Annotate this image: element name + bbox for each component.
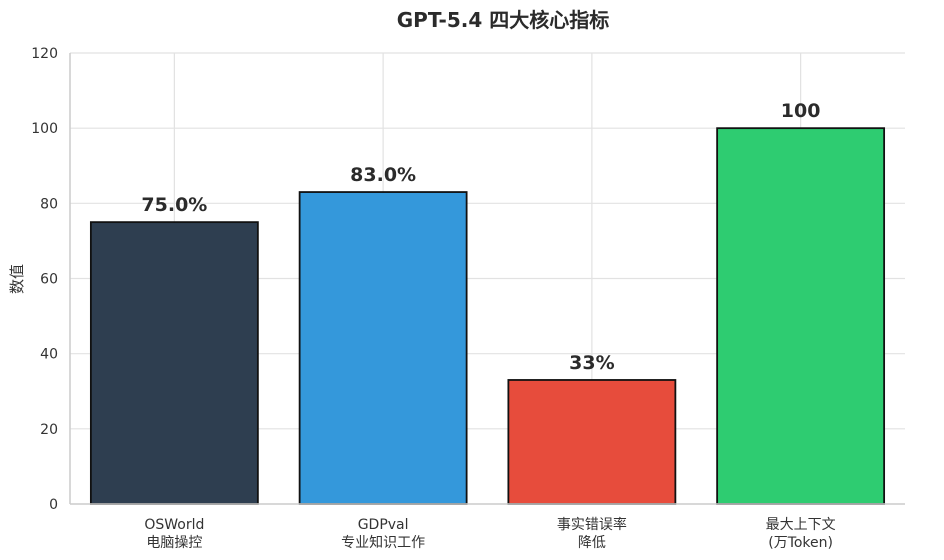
y-tick-label: 60 — [40, 272, 58, 288]
bar-value-label: 100 — [781, 100, 821, 122]
x-tick-label: 专业知识工作 — [341, 534, 425, 551]
bar — [716, 127, 886, 505]
y-tick-labels: 0 20 40 60 80 100 120 — [31, 46, 58, 513]
bars — [89, 127, 886, 505]
x-tick-label: GDPval — [358, 517, 409, 533]
bar-value-label: 75.0% — [141, 194, 207, 216]
y-tick-label: 40 — [40, 347, 58, 363]
bar — [89, 221, 259, 505]
x-tick-label: OSWorld — [144, 517, 204, 533]
x-tick-label: 最大上下文 — [766, 517, 836, 533]
y-tick-label: 100 — [31, 121, 58, 137]
chart-title: GPT-5.4 四大核心指标 — [397, 8, 609, 32]
bar — [507, 379, 677, 505]
y-tick-label: 0 — [49, 497, 58, 513]
axes — [69, 53, 905, 505]
data-labels: 75.0% 83.0% 33% 100 — [141, 100, 820, 374]
x-tick-label: 电脑操控 — [146, 535, 202, 551]
y-tick-label: 20 — [40, 422, 58, 438]
x-tick-label: 降低 — [578, 535, 606, 551]
bar-value-label: 33% — [569, 352, 614, 374]
x-tick-label: (万Token) — [768, 535, 833, 551]
x-tick-label: 事实错误率 — [557, 516, 627, 533]
y-tick-label: 120 — [31, 46, 58, 62]
y-axis-label: 数值 — [8, 264, 26, 294]
bar-value-label: 83.0% — [350, 164, 416, 186]
bar — [298, 191, 468, 505]
y-tick-label: 80 — [40, 196, 58, 212]
